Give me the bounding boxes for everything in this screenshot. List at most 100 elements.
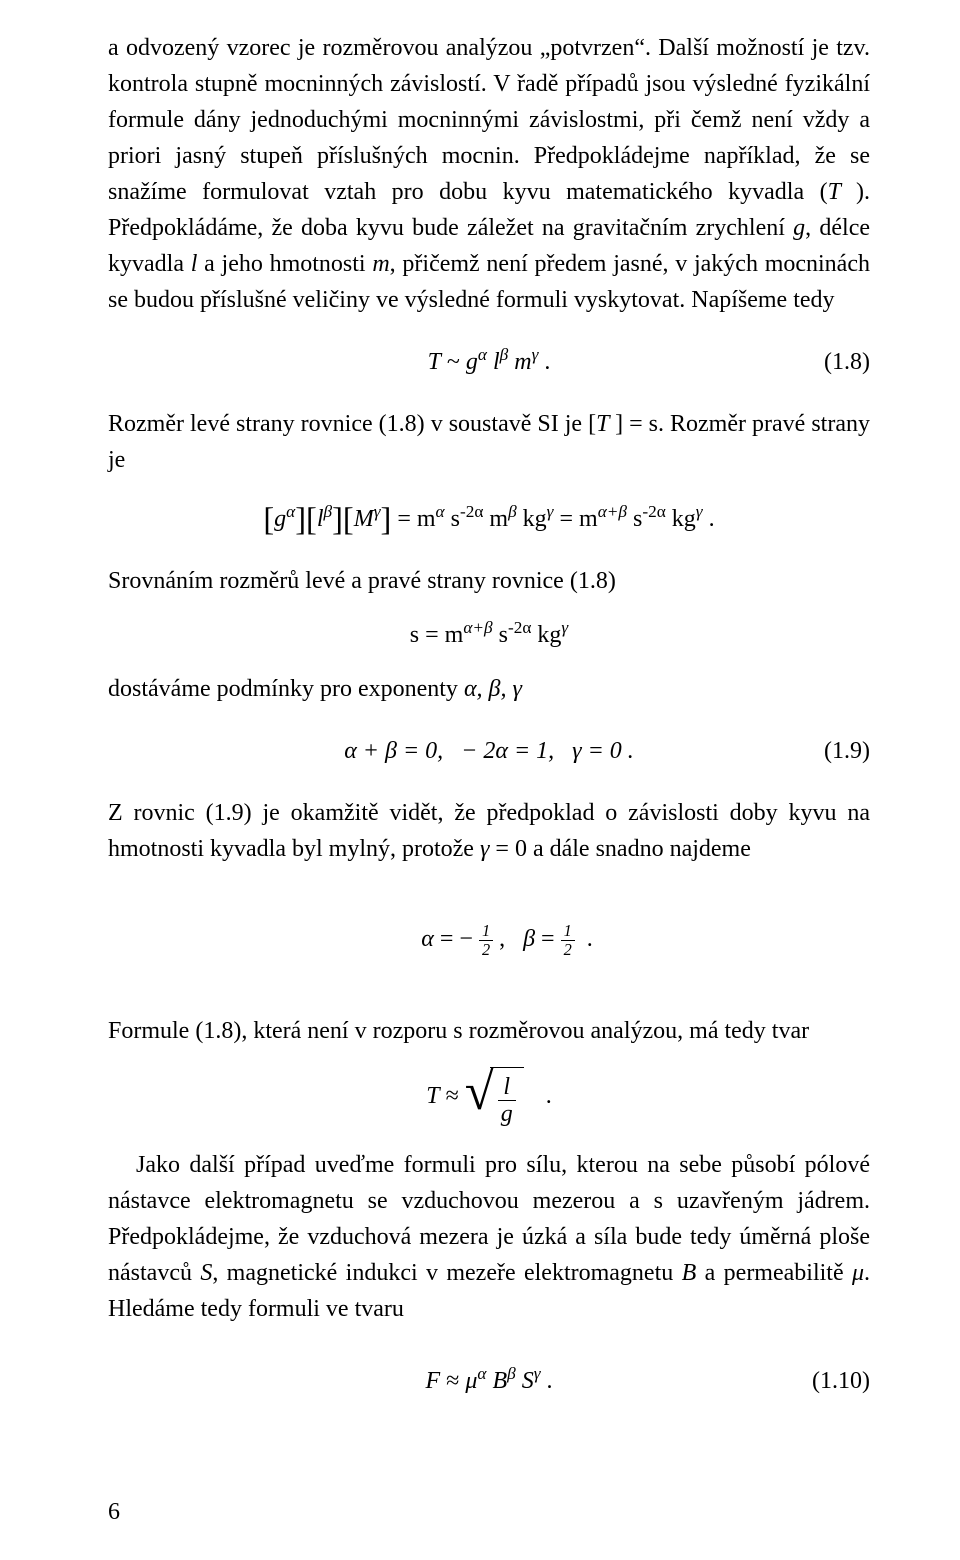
paragraph-6: Formule (1.8), která není v rozporu s ro…	[108, 1013, 870, 1049]
exp: -2α	[508, 618, 531, 637]
var-M: M	[354, 506, 374, 532]
num: l	[498, 1074, 516, 1101]
paragraph-4: dostáváme podmínky pro exponenty α, β, γ	[108, 671, 870, 707]
var-mu: μ	[852, 1260, 864, 1286]
fraction: 12	[479, 922, 493, 959]
page-number: 6	[108, 1494, 120, 1530]
exp-alpha: α	[436, 502, 445, 521]
exp-alpha: α	[477, 1364, 486, 1383]
var-mu: μ	[465, 1368, 477, 1394]
equation-body: α = − 12 , β = 12 .	[385, 926, 593, 990]
var-g: g	[793, 215, 805, 241]
exp: α+β	[598, 502, 627, 521]
text: s	[493, 622, 508, 648]
text: s	[445, 506, 460, 532]
equation-body: α + β = 0, − 2α = 1, γ = 0 .	[344, 733, 634, 769]
exp: -2α	[642, 502, 665, 521]
equation-body: T ≈ √ l g .	[426, 1083, 552, 1109]
bracket: [	[263, 502, 274, 538]
den: 2	[561, 941, 575, 959]
radicand: l g	[490, 1067, 524, 1130]
sqrt: √ l g	[465, 1067, 524, 1130]
equation-sqrt: T ≈ √ l g .	[108, 1067, 870, 1130]
punct: .	[703, 506, 715, 532]
var-g: g	[466, 349, 478, 375]
num: 1	[479, 922, 493, 941]
exp-beta: β	[324, 502, 333, 521]
var-m: m	[372, 251, 389, 277]
exp-beta: β	[507, 1364, 516, 1383]
exp: -2α	[460, 502, 483, 521]
op: = −	[434, 926, 479, 952]
var-T: T	[828, 179, 856, 205]
paragraph-5: Z rovnic (1.9) je okamžitě vidět, že pře…	[108, 795, 870, 867]
var-l: l	[493, 349, 500, 375]
num: 1	[561, 922, 575, 941]
exp-alpha: α	[478, 345, 487, 364]
exp-gamma: γ	[696, 502, 703, 521]
den: 2	[479, 941, 493, 959]
equation-1-10: F ≈ μα Bβ Sγ . (1.10)	[108, 1357, 870, 1405]
equation-number: (1.9)	[824, 733, 870, 769]
punct: .	[538, 349, 550, 375]
var-T: T	[428, 349, 441, 375]
text: Rozměr levé strany rovnice (1.8) v soust…	[108, 411, 596, 437]
op-approx: ≈	[440, 1368, 465, 1394]
var-l: l	[317, 506, 324, 532]
paragraph-7: Jako další případ uveďme formuli pro síl…	[108, 1147, 870, 1327]
text: kg	[531, 622, 561, 648]
text: a odvozený vzorec je rozměrovou analýzou…	[108, 35, 870, 205]
exp-beta: β	[500, 345, 509, 364]
exp-gamma: γ	[534, 1364, 541, 1383]
fraction: 12	[561, 922, 575, 959]
var-beta: β	[523, 926, 535, 952]
bracket: ]	[381, 502, 392, 538]
punct: .	[546, 1083, 552, 1109]
equation-body: T ~ gα lβ mγ .	[428, 344, 551, 380]
text: m	[489, 506, 508, 532]
var-alpha: α	[421, 926, 434, 952]
bracket: ]	[295, 502, 306, 538]
greek-vars: α, β, γ	[464, 676, 522, 702]
paragraph-3: Srovnáním rozměrů levé a pravé strany ro…	[108, 563, 870, 599]
op: =	[535, 926, 561, 952]
text: a jeho hmotnosti	[197, 251, 372, 277]
var-T: T	[596, 411, 615, 437]
exp-beta: β	[508, 502, 517, 521]
equation-number: (1.8)	[824, 344, 870, 380]
paragraph-2: Rozměr levé strany rovnice (1.8) v soust…	[108, 406, 870, 478]
text: dostáváme podmínky pro exponenty	[108, 676, 464, 702]
var-B: B	[682, 1260, 697, 1286]
text: , magnetické indukci v mezeře elektromag…	[212, 1260, 681, 1286]
equation-body: [gα][lβ][Mγ] = mα s-2α mβ kgγ = mα+β s-2…	[263, 506, 714, 532]
var-S: S	[200, 1260, 212, 1286]
var-g: g	[274, 506, 286, 532]
equation-dimensions: [gα][lβ][Mγ] = mα s-2α mβ kgγ = mα+β s-2…	[108, 496, 870, 545]
equation-1-8: T ~ gα lβ mγ . (1.8)	[108, 338, 870, 386]
var-m: m	[514, 349, 531, 375]
bracket: [	[343, 502, 354, 538]
equation-body: s = mα+β s-2α kgγ	[410, 622, 568, 648]
exp-gamma: γ	[561, 618, 568, 637]
text: = 0 a dále snadno najdeme	[489, 836, 750, 862]
var-F: F	[425, 1368, 440, 1394]
den: g	[498, 1101, 516, 1127]
var-S: S	[522, 1368, 534, 1394]
equation-body: F ≈ μα Bβ Sγ .	[425, 1363, 552, 1399]
bracket: ]	[332, 502, 343, 538]
op-approx: ≈	[440, 1083, 465, 1109]
punct: .	[575, 926, 593, 952]
equation-alpha-beta: α = − 12 , β = 12 .	[108, 885, 870, 995]
punct: .	[541, 1368, 553, 1394]
exp: α+β	[463, 618, 492, 637]
fraction: l g	[498, 1074, 516, 1128]
equation-s: s = mα+β s-2α kgγ	[108, 617, 870, 653]
var-T: T	[426, 1083, 439, 1109]
equation-number: (1.10)	[812, 1363, 870, 1399]
page: a odvozený vzorec je rozměrovou analýzou…	[0, 0, 960, 1560]
var-B: B	[492, 1368, 507, 1394]
text: s	[627, 506, 642, 532]
exp-alpha: α	[286, 502, 295, 521]
text: a permeabilitě	[696, 1260, 852, 1286]
text: kg	[517, 506, 547, 532]
